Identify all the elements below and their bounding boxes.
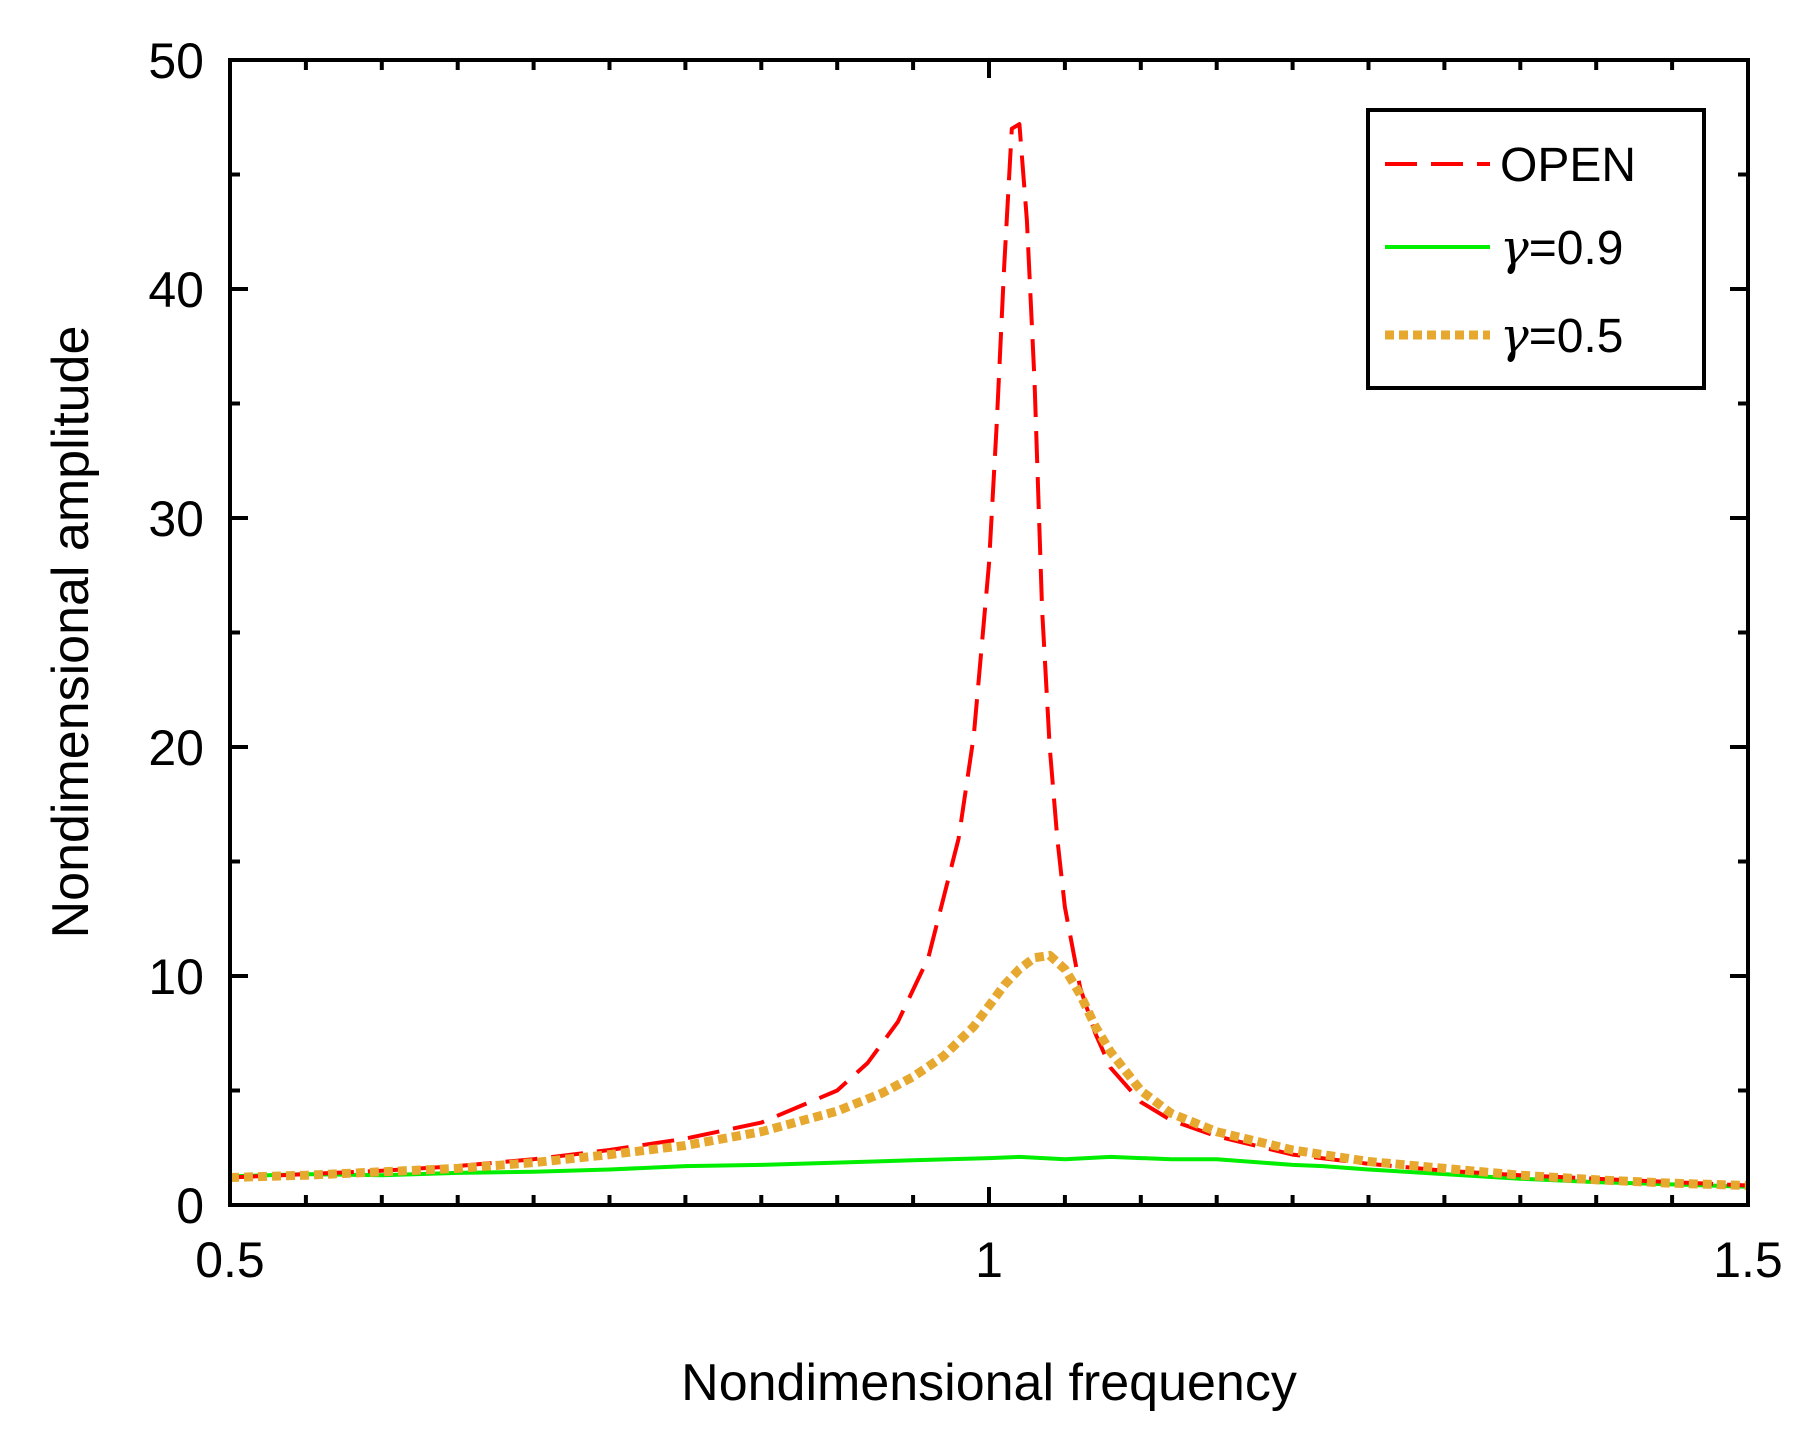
y-tick-label: 30 bbox=[148, 491, 204, 547]
legend: OPEN γ=0.9 γ=0.5 bbox=[1366, 108, 1706, 390]
x-tick-label: 1 bbox=[975, 1232, 1003, 1288]
x-tick-label: 1.5 bbox=[1713, 1232, 1783, 1288]
x-axis-label: Nondimensional frequency bbox=[681, 1354, 1297, 1412]
tick-label-layer: 0.5 1 1.5 0 10 20 30 40 50 bbox=[148, 33, 1782, 1288]
y-tick-label: 40 bbox=[148, 262, 204, 318]
series-line-gamma-0-9 bbox=[229, 1154, 1749, 1189]
y-axis-label: Nondimensional amplitude bbox=[42, 326, 100, 939]
x-tick-label: 0.5 bbox=[195, 1232, 265, 1288]
legend-value-gamma-0-5: =0.5 bbox=[1529, 310, 1624, 363]
legend-value-gamma-0-9: =0.9 bbox=[1529, 222, 1624, 275]
legend-label-open: OPEN bbox=[1500, 139, 1636, 192]
y-tick-label: 50 bbox=[148, 33, 204, 89]
y-tick-label: 0 bbox=[176, 1178, 204, 1234]
legend-label-gamma-0-9: γ=0.9 bbox=[1500, 220, 1623, 276]
y-tick-label: 20 bbox=[148, 720, 204, 776]
y-tick-label: 10 bbox=[148, 949, 204, 1005]
plot-frame bbox=[228, 58, 1750, 1207]
gamma-symbol: γ bbox=[1500, 308, 1529, 364]
series-line-open bbox=[229, 122, 1749, 1188]
gamma-symbol: γ bbox=[1500, 220, 1529, 276]
legend-label-gamma-0-5: γ=0.5 bbox=[1500, 308, 1623, 364]
series-layer bbox=[229, 122, 1749, 1190]
series-line-gamma-0-5 bbox=[229, 950, 1749, 1190]
